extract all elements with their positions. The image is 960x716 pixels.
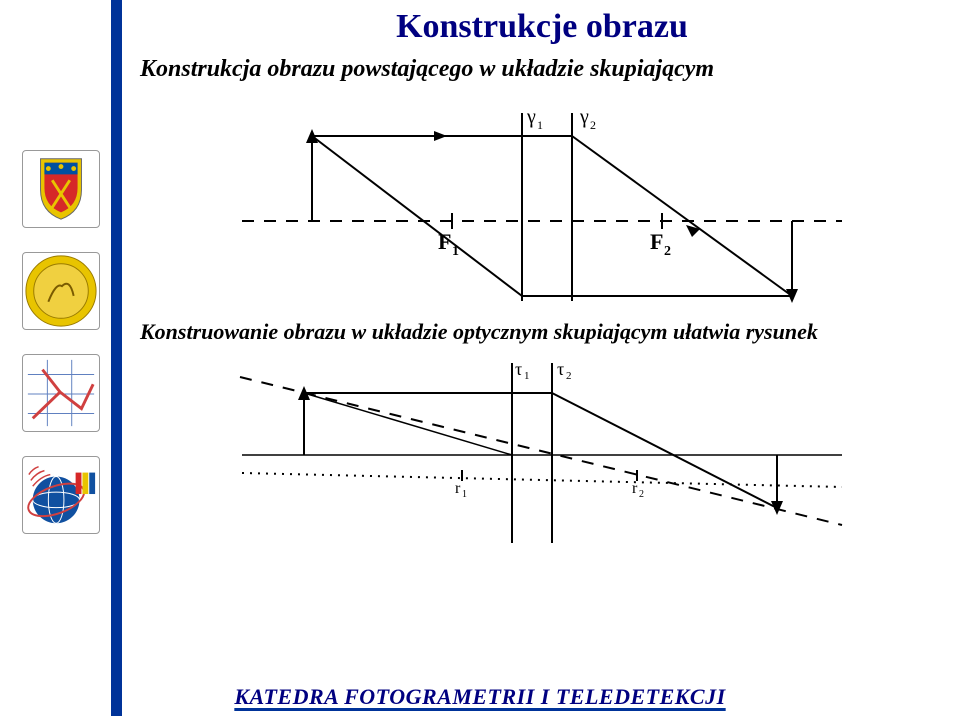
subtitle-1: Konstrukcja obrazu powstającego w układz… — [140, 56, 944, 83]
content: Konstrukcje obrazu Konstrukcja obrazu po… — [140, 8, 944, 553]
svg-text:2: 2 — [566, 370, 572, 382]
label-gamma2: γ — [579, 106, 589, 128]
diagram-converging-lens: γ 1 γ 2 F 1 F 2 — [222, 101, 862, 311]
footer-text: KATEDRA FOTOGRAMETRII I TELEDETEKCJI — [234, 684, 725, 709]
page-title: Konstrukcje obrazu — [140, 8, 944, 46]
caption-2: Konstruowanie obrazu w układzie optyczny… — [140, 319, 944, 345]
diagram-optical-construction: τ 1 τ 2 r 1 r 2 — [222, 353, 862, 553]
svg-text:2: 2 — [590, 118, 596, 132]
svg-text:1: 1 — [537, 118, 543, 132]
label-F1: F — [438, 229, 451, 254]
logo-shield — [22, 150, 100, 228]
label-r1: r — [455, 480, 461, 497]
label-F2: F — [650, 229, 663, 254]
logo-globe — [22, 456, 100, 534]
diagram-1-wrap: γ 1 γ 2 F 1 F 2 — [140, 101, 944, 311]
svg-text:2: 2 — [639, 489, 644, 500]
svg-text:1: 1 — [452, 244, 459, 259]
svg-text:1: 1 — [524, 370, 530, 382]
logo-map — [22, 354, 100, 432]
svg-text:1: 1 — [462, 489, 467, 500]
diagram-2-wrap: τ 1 τ 2 r 1 r 2 — [140, 353, 944, 553]
svg-text:2: 2 — [664, 244, 671, 259]
label-gamma1: γ — [526, 106, 536, 128]
logo-seal — [22, 252, 100, 330]
sidebar-logos — [16, 150, 106, 534]
accent-bar — [111, 0, 122, 716]
label-r2: r — [632, 480, 638, 497]
label-tau1: τ — [515, 359, 522, 379]
label-tau2: τ — [557, 359, 564, 379]
footer: KATEDRA FOTOGRAMETRII I TELEDETEKCJI — [0, 684, 960, 716]
